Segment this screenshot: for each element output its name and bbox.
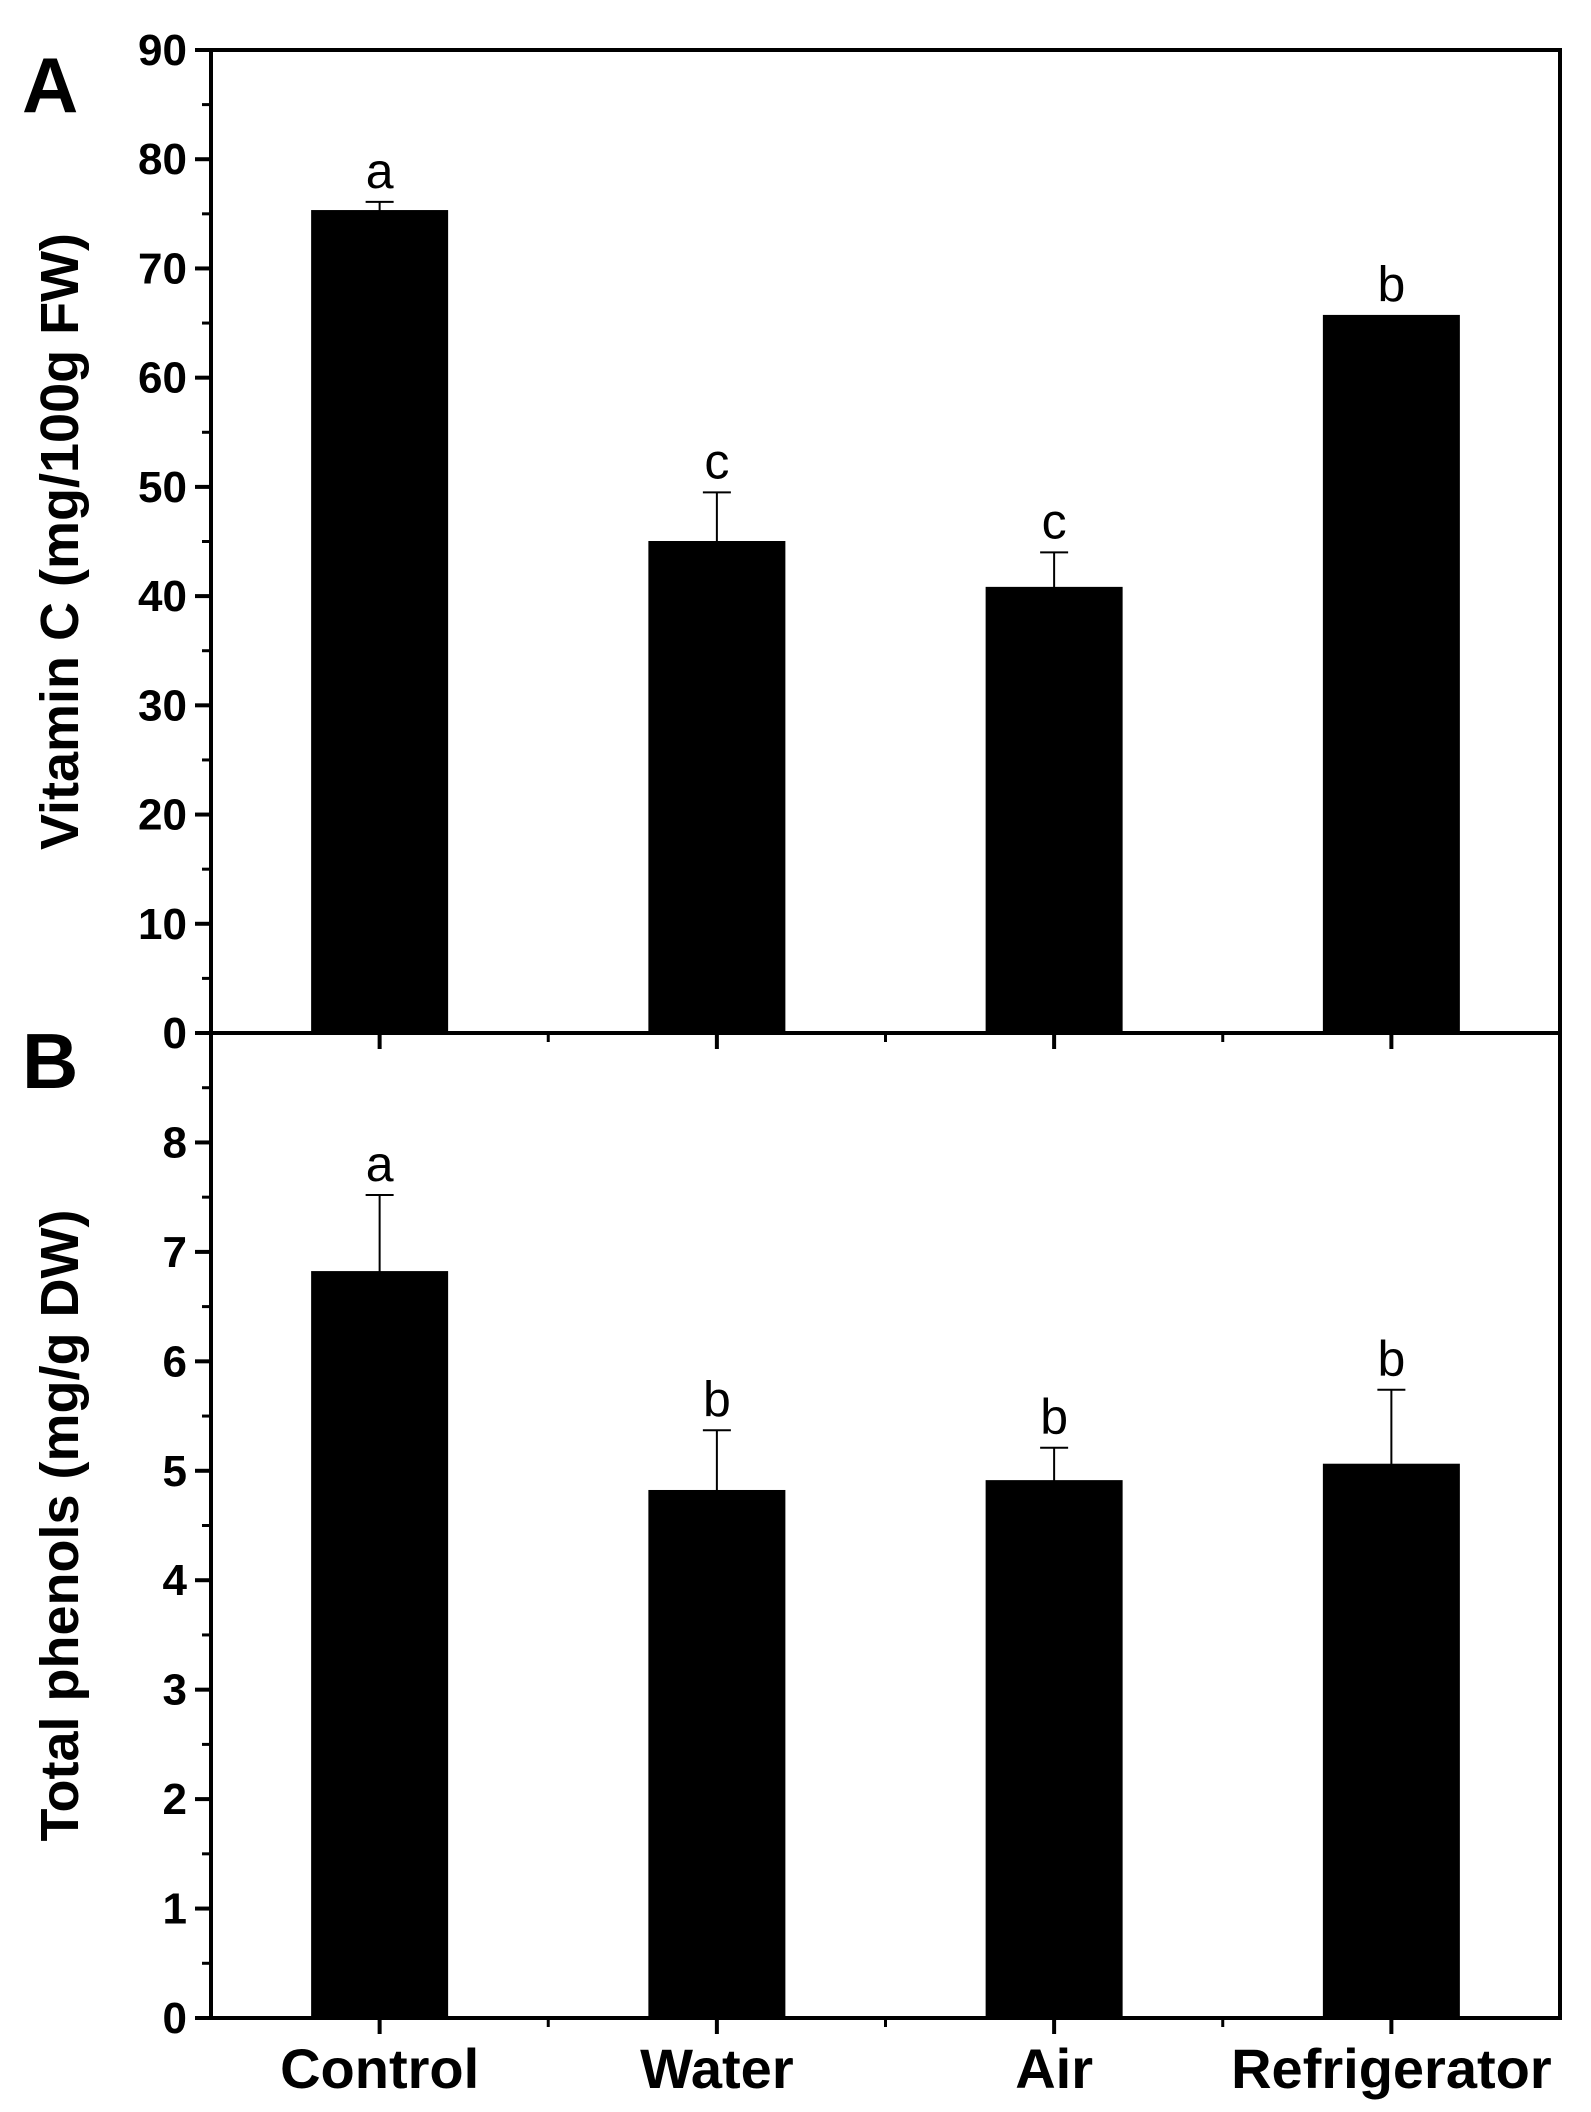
x-category-label: Air bbox=[1015, 2037, 1093, 2100]
bar-air bbox=[985, 586, 1123, 1034]
significance-letter: b bbox=[1377, 256, 1405, 312]
bar-air bbox=[985, 1480, 1123, 2019]
y-tick-label: 7 bbox=[163, 1228, 187, 1277]
y-tick-label: 50 bbox=[138, 463, 187, 512]
bar-refrigerator bbox=[1322, 1463, 1460, 2019]
y-axis-title: Total phenols (mg/g DW) bbox=[30, 1210, 90, 1842]
y-tick-label: 70 bbox=[138, 244, 187, 293]
y-tick-label: 6 bbox=[163, 1337, 187, 1386]
y-tick-label: 80 bbox=[138, 135, 187, 184]
bar-control bbox=[311, 210, 449, 1034]
y-tick-label: 3 bbox=[163, 1666, 187, 1715]
y-tick-label: 90 bbox=[138, 26, 187, 75]
y-tick-label: 20 bbox=[138, 791, 187, 840]
significance-letter: b bbox=[1377, 1331, 1405, 1387]
x-category-label: Water bbox=[640, 2037, 794, 2100]
panel-a-vitamin-c-chart: 0 10 20 30 40 50 60 70 80 90 a c c b Vitamin C (mg/100… bbox=[22, 26, 1562, 1058]
y-tick-label: 60 bbox=[138, 354, 187, 403]
panel-letter: A bbox=[22, 41, 78, 129]
significance-letter: a bbox=[366, 1136, 394, 1192]
y-tick-label: 8 bbox=[163, 1118, 187, 1167]
y-tick-label: 30 bbox=[138, 681, 187, 730]
y-axis-title: Vitamin C (mg/100g FW) bbox=[30, 233, 90, 850]
y-tick-label: 40 bbox=[138, 572, 187, 621]
y-tick-label: 4 bbox=[163, 1556, 188, 1605]
significance-letter: a bbox=[366, 143, 394, 199]
x-category-label: Control bbox=[280, 2037, 479, 2100]
bar-water bbox=[648, 541, 786, 1034]
y-tick-label: 0 bbox=[163, 1994, 187, 2043]
panel-letter: B bbox=[22, 1017, 78, 1105]
significance-letter: c bbox=[1042, 493, 1067, 549]
y-tick-label: 0 bbox=[163, 1009, 187, 1058]
bar-water bbox=[648, 1489, 786, 2019]
y-tick-label: 1 bbox=[163, 1885, 187, 1934]
y-tick-label: 10 bbox=[138, 900, 187, 949]
significance-letter: b bbox=[703, 1371, 731, 1427]
bar-refrigerator bbox=[1322, 314, 1460, 1034]
panel-b-total-phenols-chart: 0 1 2 3 4 5 6 7 8 a b b b Total phenols (mg/g DW) B Con… bbox=[22, 1017, 1562, 2100]
y-tick-label: 2 bbox=[163, 1775, 187, 1824]
x-category-label: Refrigerator bbox=[1231, 2037, 1552, 2100]
y-tick-label: 5 bbox=[163, 1447, 187, 1496]
significance-letter: c bbox=[704, 433, 729, 489]
significance-letter: b bbox=[1040, 1389, 1068, 1445]
bar-control bbox=[311, 1271, 449, 2019]
